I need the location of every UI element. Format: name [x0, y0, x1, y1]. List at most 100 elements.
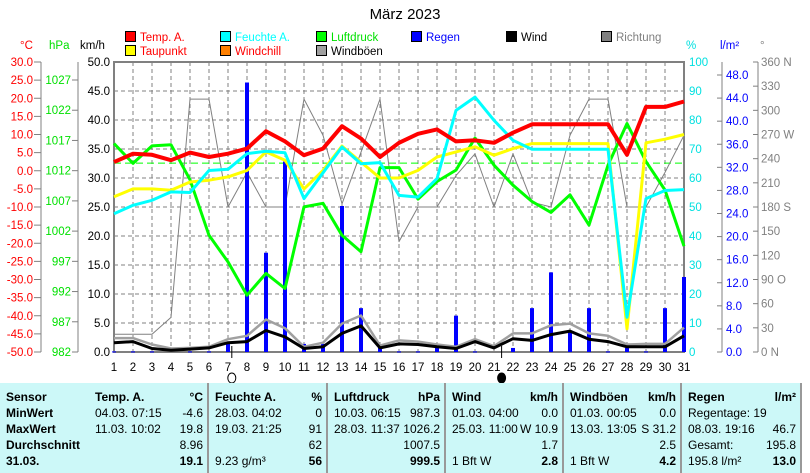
rain-tick-label: 4.0: [726, 324, 742, 336]
sensor-header: Sensor: [6, 390, 47, 404]
deg-tick-label: 60: [761, 299, 774, 311]
cell-value: S 31.2: [641, 422, 676, 436]
day-tick-label: 11: [298, 362, 310, 374]
rain-bar: [188, 351, 192, 353]
column-title: Wind: [452, 390, 482, 404]
kmh-tick-label: 25.0: [88, 202, 110, 214]
pct-tick-label: 20: [689, 289, 702, 301]
column-title: Luftdruck: [334, 390, 390, 404]
cell-value: 987.3: [409, 406, 440, 420]
pct-tick-label: 50: [689, 202, 702, 214]
kmh-tick-label: 5.0: [94, 318, 110, 330]
cell-value: 195.8: [765, 438, 796, 452]
legend-label: Richtung: [616, 32, 662, 44]
temp-a-line: [113, 99, 685, 164]
rain-unit-label: l/m²: [720, 40, 740, 52]
column-unit: l/m²: [774, 390, 796, 404]
deg-tick-label: 300: [761, 105, 780, 117]
legend-label: Wind: [521, 32, 548, 44]
day-tick-label: 24: [545, 362, 558, 374]
kmh-unit-label: km/h: [80, 40, 105, 52]
rain-tick-label: 36.0: [726, 139, 748, 151]
pct-tick-label: 60: [689, 173, 702, 185]
kmh-tick-label: 15.0: [88, 260, 110, 272]
hpa-tick-label: 982: [52, 347, 71, 359]
rain-tick-label: 20.0: [726, 232, 748, 244]
hpa-tick-label: 1022: [45, 105, 71, 117]
weather-chart: 30.025.020.015.010.05.00.0-5.0-10.0-15.0…: [7, 57, 794, 383]
hpa-unit-label: hPa: [49, 40, 70, 52]
rain-bar: [378, 347, 382, 352]
rain-bar: [663, 308, 667, 352]
cell-label: 01.03. 04:00: [452, 406, 519, 420]
deg-tick-label: 120: [761, 250, 780, 262]
column-title: Regen: [688, 390, 725, 404]
cell-label: 1 Bft W: [452, 454, 492, 468]
rain-tick-label: 44.0: [726, 93, 748, 105]
rain-bar: [606, 351, 610, 353]
rain-bar: [359, 308, 363, 352]
legend-item: Feuchte A.: [220, 31, 290, 44]
legend-label: Windböen: [331, 46, 383, 58]
table-row: 999.5: [334, 453, 440, 469]
legend-swatch-icon: [125, 31, 136, 42]
rain-bar: [454, 315, 458, 352]
column-title: Temp. A.: [95, 390, 145, 404]
cell-value: 62: [308, 438, 322, 452]
rain-bar: [530, 308, 534, 352]
kmh-tick-label: 20.0: [88, 231, 110, 243]
day-tick-label: 9: [263, 362, 269, 374]
deg-tick-label: 360 N: [761, 57, 792, 69]
legend-label: Taupunkt: [140, 46, 187, 58]
hpa-tick-label: 987: [52, 317, 71, 329]
rain-tick-label: 12.0: [726, 278, 748, 290]
cell-value: -4.6: [182, 406, 203, 420]
rain-bar: [245, 82, 249, 353]
pct-unit-label: %: [686, 40, 697, 52]
pct-tick-label: 30: [689, 260, 702, 272]
deg-tick-label: 210: [761, 178, 780, 190]
pct-tick-label: 10: [689, 318, 702, 330]
deg-tick-label: 270 W: [761, 130, 794, 142]
table-row: 1007.5: [334, 437, 440, 453]
pct-tick-label: 40: [689, 231, 702, 243]
legend-swatch-icon: [220, 31, 231, 42]
table-row: 11.03. 10:02 19.8: [95, 421, 203, 437]
day-tick-label: 8: [244, 362, 250, 374]
statistics-table: Sensor MinWert MaxWert Durchschnitt 31.0…: [0, 383, 802, 473]
column-header: Feuchte A.%: [215, 389, 322, 405]
cell-label: Gesamt:: [688, 438, 734, 452]
column-unit: %: [311, 390, 322, 404]
column-unit: km/h: [647, 390, 676, 404]
sensor-column: Sensor MinWert MaxWert Durchschnitt 31.0…: [0, 383, 89, 473]
column-header: Regen l/m²: [688, 389, 796, 405]
day-tick-label: 27: [602, 362, 615, 374]
column-header: Windböen km/h: [570, 389, 676, 405]
temp-tick-label: -35.0: [7, 293, 33, 305]
deg-tick-label: 90 O: [761, 275, 786, 287]
day-tick-label: 3: [149, 362, 155, 374]
max-label: MaxWert: [6, 422, 56, 436]
wind-line: [113, 324, 685, 352]
rain-bar: [435, 347, 439, 352]
deg-tick-label: 30: [761, 323, 774, 335]
rain-tick-label: 48.0: [726, 70, 748, 82]
pct-tick-label: 90: [689, 86, 702, 98]
cell-label: 28.03. 04:02: [215, 406, 282, 420]
rain-bar: [264, 252, 268, 352]
legend-label: Windchill: [235, 46, 282, 58]
table-row: 13.03. 13:05 S 31.2: [570, 421, 676, 437]
temp-tick-label: -40.0: [7, 311, 33, 323]
new-moon-icon: [497, 372, 507, 383]
temp-tick-label: 5.0: [17, 148, 33, 160]
day-tick-label: 17: [412, 362, 425, 374]
cell-value: W 10.9: [519, 422, 558, 436]
rain-tick-label: 32.0: [726, 162, 748, 174]
legend-item: Wind: [506, 31, 547, 44]
rain-tick-label: 8.0: [726, 301, 742, 313]
table-row: 01.03. 04:00 0.0: [452, 405, 558, 421]
cell-label: 28.03. 11:37: [334, 422, 400, 436]
day-tick-label: 30: [659, 362, 672, 374]
cell-label: 13.03. 13:05: [570, 422, 637, 436]
column-header: Temp. A. °C: [95, 389, 203, 405]
